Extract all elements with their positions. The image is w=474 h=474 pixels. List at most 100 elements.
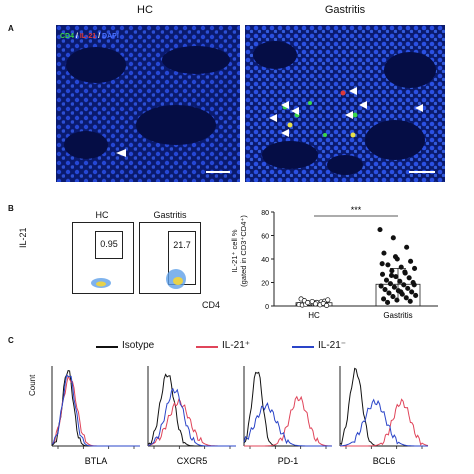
micrograph-hc: CD4 / IL-21 / DAPI <box>56 25 240 182</box>
dotplot-point-gastritis <box>391 284 397 290</box>
histogram-marker-label: PD-1 <box>278 456 299 466</box>
flow-y-label: IL-21 <box>18 227 28 248</box>
histogram-curve <box>147 398 236 447</box>
legend-label: IL-21⁺ <box>222 340 251 351</box>
dotplot-point-gastritis <box>390 294 396 300</box>
stain-legend-sep2: / <box>96 33 103 40</box>
dotplot-point-gastritis <box>412 265 418 271</box>
dotplot-ytick-label: 60 <box>261 234 269 241</box>
dotplot-point-gastritis <box>398 264 404 270</box>
dotplot-point-gastritis <box>394 297 400 303</box>
dotplot-point-gastritis <box>407 298 413 304</box>
dotplot-point-hc <box>325 297 331 303</box>
dotplot-point-gastritis <box>379 261 385 267</box>
gate-gastritis-value: 21.7 <box>173 240 191 250</box>
gate-hc: 0.95 <box>95 231 123 259</box>
flow-hc-title: HC <box>95 210 109 220</box>
dotplot-point-gastritis <box>409 289 415 295</box>
dotplot-point-gastritis <box>404 244 410 250</box>
micrograph-gastritis-texture <box>245 25 445 182</box>
histogram-panel: BTLA <box>51 366 140 466</box>
stain-legend-dapi: DAPI <box>102 33 119 40</box>
histogram-curve <box>243 371 332 447</box>
panel-a-gastritis-title: Gastritis <box>324 4 366 16</box>
dotplot-point-gastritis <box>397 278 403 284</box>
dotplot-point-gastritis <box>387 281 393 287</box>
dotplot-point-hc <box>324 302 330 308</box>
histogram-marker-label: BTLA <box>85 456 108 466</box>
flow-plot-gastritis: 21.7 <box>139 222 201 294</box>
histogram-marker-label: CXCR5 <box>177 456 208 466</box>
dotplot-point-gastritis <box>388 272 395 279</box>
histogram-curve <box>243 402 332 447</box>
dotplot-point-gastritis <box>405 285 411 291</box>
gate-hc-value: 0.95 <box>100 239 118 249</box>
dotplot-point-gastritis <box>383 277 390 283</box>
micrograph-hc-texture <box>56 25 240 182</box>
dotplot-category-label: Gastritis <box>383 311 412 320</box>
histogram-row: BTLA CXCR5 PD-1 BCL6 <box>51 366 429 466</box>
dotplot-point-gastritis <box>379 271 386 277</box>
dotplot-point-gastritis <box>398 289 404 295</box>
dotplot-ylabel-line1: IL-21⁺ cell % <box>230 229 239 273</box>
histogram-curve <box>147 387 236 447</box>
histogram-y-label: Count <box>28 374 37 396</box>
dotplot-ytick-label: 0 <box>265 304 269 311</box>
legend-swatch <box>196 346 218 348</box>
dotplot-ytick-label: 40 <box>261 257 269 264</box>
flow-hc-dots <box>91 278 111 288</box>
micrograph-gastritis <box>245 25 445 182</box>
dotplot-point-gastritis <box>389 268 395 274</box>
dotplot-point-gastritis <box>381 296 387 302</box>
legend-swatch <box>292 346 314 348</box>
dotplot-point-gastritis <box>393 274 399 280</box>
dotplot-category-label: HC <box>308 311 320 320</box>
dotplot-point-gastritis <box>378 283 384 289</box>
dotplot-point-gastritis <box>411 282 417 288</box>
stain-legend-il21: IL-21 <box>79 33 97 40</box>
stain-legend: CD4 / IL-21 / DAPI <box>60 33 119 40</box>
dotplot-point-gastritis <box>408 258 414 264</box>
dotplot-ylabel-line2: (gated in CD3⁺CD4⁺) <box>239 215 248 287</box>
panel-a-letter: A <box>8 24 14 33</box>
dotplot-point-gastritis <box>385 299 391 306</box>
panel-c-letter: C <box>8 336 14 345</box>
dotplot-point-gastritis <box>401 282 407 288</box>
histogram-curve <box>340 398 429 447</box>
histogram-panel: BCL6 <box>339 366 429 466</box>
histogram-curve <box>51 374 140 447</box>
histogram-panel: CXCR5 <box>147 366 236 466</box>
legend-label: IL-21⁻ <box>318 340 347 351</box>
dotplot-point-gastritis <box>403 295 409 301</box>
dotplot-point-hc <box>305 300 311 306</box>
dotplot-point-gastritis <box>390 235 396 241</box>
stain-legend-cd4: CD4 <box>60 33 75 40</box>
legend-label: Isotype <box>122 340 155 351</box>
dotplot-point-gastritis <box>402 269 408 275</box>
legend-swatch <box>96 346 118 348</box>
dotplot-ytick-label: 20 <box>261 281 269 288</box>
histogram-curve <box>244 395 333 447</box>
dotplot-point-gastritis <box>382 287 388 293</box>
dotplot-points <box>296 227 419 308</box>
panel-a-hc-title: HC <box>137 4 153 16</box>
histogram-marker-label: BCL6 <box>373 456 396 466</box>
dotplot-point-gastritis <box>392 254 399 260</box>
panel-c-legend: Isotype IL-21⁺ IL-21⁻ <box>96 340 416 354</box>
flow-x-label: CD4 <box>202 300 221 310</box>
significance-label: *** <box>351 205 362 215</box>
histogram-panel: PD-1 <box>243 366 333 466</box>
dotplot-ticks: 0 20 40 60 80 HC Gastritis *** <box>261 205 412 320</box>
dotplot-point-gastritis <box>406 275 412 281</box>
dotplot-point-hc <box>312 301 319 307</box>
dotplot-ytick-label: 80 <box>261 210 269 217</box>
stain-legend-sep1: / <box>74 33 80 40</box>
dotplot-point-gastritis <box>377 227 383 233</box>
flow-plot-hc: 0.95 <box>72 222 134 294</box>
dotplot-chart: 0 20 40 60 80 HC Gastritis *** <box>261 205 438 320</box>
dotplot-point-gastritis <box>385 262 391 268</box>
histogram-curve <box>339 398 428 447</box>
dotplot-point-gastritis <box>381 250 387 256</box>
dotplot-point-gastritis <box>386 290 392 296</box>
dotplot-point-gastritis <box>413 292 419 298</box>
